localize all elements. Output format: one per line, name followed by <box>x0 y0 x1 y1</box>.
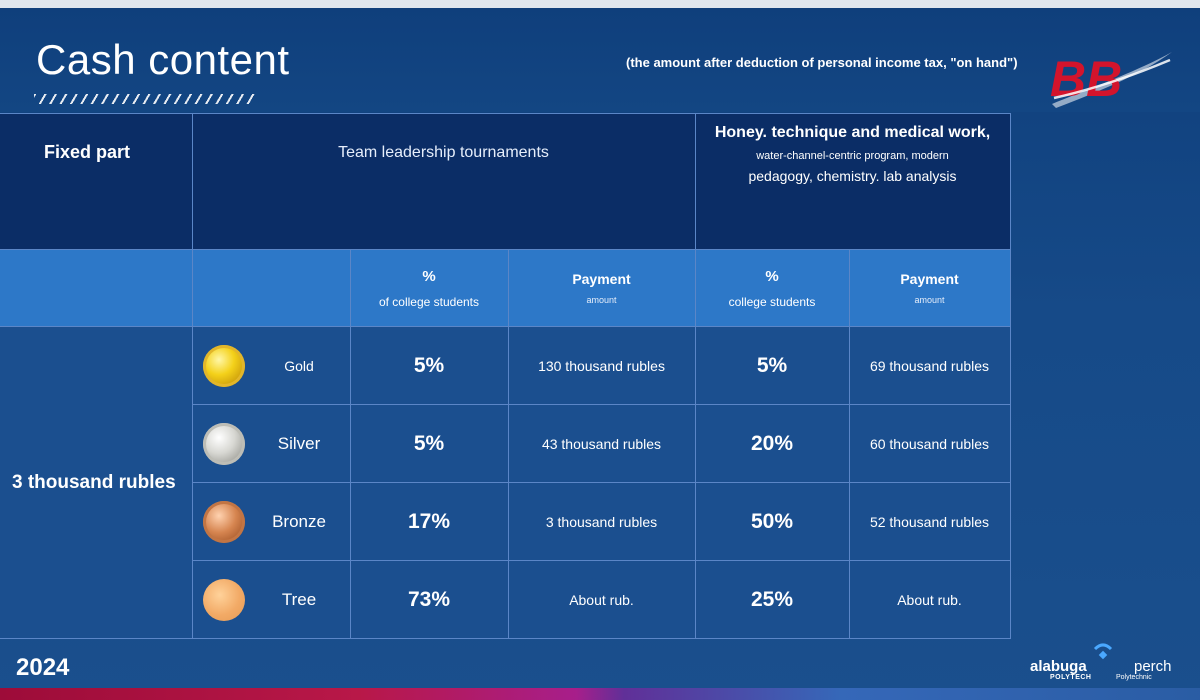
med-pct-label: college students <box>728 294 816 309</box>
team-pct-subheader: % of college students <box>349 249 509 327</box>
medal-cell-gold: Gold <box>191 326 351 405</box>
medal-name: Tree <box>281 589 317 609</box>
med-header-line1: Honey. technique and medical work, <box>714 124 991 141</box>
polytech-logo-icon <box>1093 643 1113 660</box>
polytech-brand-sub: POLYTECH <box>1050 674 1092 681</box>
page-subtitle: (the amount after deduction of personal … <box>626 55 1018 70</box>
med-pct-value: 5% <box>694 326 850 405</box>
silver-medal-icon <box>202 422 245 465</box>
medal-cell-silver: Silver <box>191 404 351 483</box>
team-tournaments-header: Team leadership tournaments <box>191 113 696 250</box>
team-pct-value: 17% <box>349 482 509 561</box>
medal-name: Gold <box>284 357 314 374</box>
medical-work-header: Honey. technique and medical work, water… <box>694 113 1011 250</box>
med-pay-subheader: Payment amount <box>848 249 1011 327</box>
medal-cell-bronze: Bronze <box>191 482 351 561</box>
med-pct-subheader: % college students <box>694 249 850 327</box>
medal-name: Bronze <box>272 511 326 531</box>
footer-logos: alabuga POLYTECH perch Polytechnic <box>1030 640 1190 690</box>
team-pay-value: 130 thousand rubles <box>507 326 696 405</box>
tree-medal-icon <box>202 578 245 621</box>
gold-medal-icon <box>202 344 245 387</box>
subheader-empty-cell <box>0 249 193 327</box>
alabuga-brand: alabuga <box>1030 658 1087 675</box>
perch-brand: perch <box>1134 658 1172 675</box>
med-pct-value: 20% <box>694 404 850 483</box>
med-pay-value: 52 thousand rubles <box>848 482 1011 561</box>
team-pay-value: 3 thousand rubles <box>507 482 696 561</box>
header-row: Fixed part Team leadership tournaments H… <box>0 113 1011 250</box>
subheader-row: % of college students Payment amount % c… <box>0 249 1011 327</box>
bronze-medal-icon <box>202 500 245 543</box>
team-pct-label: of college students <box>378 294 480 309</box>
bb-logo-icon: BB <box>1050 51 1172 108</box>
med-pay-label: amount <box>914 295 945 305</box>
polytechnic-brand-sub: Polytechnic <box>1116 674 1152 681</box>
med-pay-value: 60 thousand rubles <box>848 404 1011 483</box>
team-pct-value: 73% <box>349 560 509 639</box>
med-pay-value: 69 thousand rubles <box>848 326 1011 405</box>
med-pay-value: About rub. <box>848 560 1011 639</box>
table-row: Silver 5% 43 thousand rubles 20% 60 thou… <box>0 404 1011 483</box>
medal-name: Silver <box>277 433 321 453</box>
med-pay-title: Payment <box>900 271 959 287</box>
team-pay-label: amount <box>586 295 617 305</box>
team-pay-title: Payment <box>572 271 631 287</box>
cash-content-table: Fixed part Team leadership tournaments H… <box>0 113 1011 639</box>
team-pay-value: About rub. <box>507 560 696 639</box>
page-title: Cash content <box>36 36 290 83</box>
med-pct-value: 25% <box>694 560 850 639</box>
med-pct-symbol: % <box>765 267 779 285</box>
subheader-empty-cell-2 <box>191 249 351 327</box>
bb-logo-text: BB <box>1050 51 1122 107</box>
med-pct-value: 50% <box>694 482 850 561</box>
bottom-color-strip <box>0 688 1200 700</box>
title-hatch-decoration <box>34 94 256 104</box>
top-strip <box>0 0 1200 8</box>
team-pct-symbol: % <box>422 267 436 285</box>
fixed-part-header: Fixed part <box>0 113 193 250</box>
table-row: 3 thousand rubles Gold 5% 130 thousand r… <box>0 326 1011 639</box>
team-pay-value: 43 thousand rubles <box>507 404 696 483</box>
year-label: 2024 <box>16 654 70 681</box>
team-pct-value: 5% <box>349 326 509 405</box>
fixed-part-value: 3 thousand rubles <box>0 326 193 639</box>
med-header-line2: water-channel-centric program, modern <box>756 150 949 162</box>
table-row: Tree 73% About rub. 25% About rub. <box>0 560 1011 639</box>
medal-cell-tree: Tree <box>191 560 351 639</box>
med-header-line3: pedagogy, chemistry. lab analysis <box>748 168 957 184</box>
table-row: Bronze 17% 3 thousand rubles 50% 52 thou… <box>0 482 1011 561</box>
team-pct-value: 5% <box>349 404 509 483</box>
slide-header: Cash content (the amount after deduction… <box>0 8 1200 112</box>
team-pay-subheader: Payment amount <box>507 249 696 327</box>
